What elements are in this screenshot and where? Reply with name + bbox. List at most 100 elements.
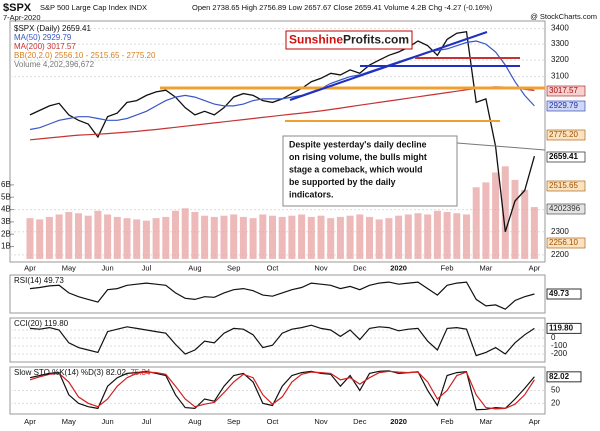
logo-part: Sunshine — [289, 33, 343, 47]
y-tick-label: 50 — [551, 386, 560, 395]
last-value-box — [546, 151, 586, 163]
volume-bar — [530, 207, 538, 259]
volume-bar — [443, 211, 451, 259]
annotation-line: stage a comeback, which would — [289, 164, 422, 174]
series-line — [29, 370, 535, 410]
x-tick-label: May — [62, 263, 76, 272]
annotation-line: be supported by the daily — [289, 177, 396, 187]
subtitle: S&P 500 Large Cap Index INDX — [40, 3, 147, 12]
volume-bar — [201, 215, 209, 259]
ohlc: Open 2738.65 High 2756.89 Low 2657.67 Cl… — [192, 3, 493, 12]
volume-bar — [26, 218, 34, 259]
x-tick-label: Jun — [102, 263, 114, 272]
volume-bar — [511, 179, 519, 259]
volume-bar — [463, 214, 470, 259]
legend-entry: RSI(14) 49.73 — [14, 276, 64, 285]
y2-tick-label: 1B — [1, 242, 11, 251]
logo-part: Profits.com — [343, 33, 409, 47]
logo: SunshineProfits.com — [289, 33, 409, 47]
pointer-line — [456, 142, 546, 151]
date: 7-Apr-2020 — [3, 13, 41, 22]
last-value-box — [546, 203, 586, 215]
x-tick-label: Oct — [267, 263, 280, 272]
volume-bar — [395, 215, 403, 259]
legend-entry: 75.34 — [130, 368, 151, 377]
volume-bar — [298, 214, 306, 259]
legend-entry: MA(200) 3017.57 — [14, 42, 76, 51]
last-value-label: 49.73 — [549, 289, 570, 298]
y-tick-label: 2300 — [551, 227, 569, 236]
x-tick-label: Sep — [227, 263, 240, 272]
y2-tick-label: 5B — [1, 192, 11, 201]
x-tick-label: Mar — [479, 263, 492, 272]
volume-bar — [453, 213, 461, 259]
volume-bar — [259, 214, 267, 259]
last-value-label: 82.02 — [549, 372, 570, 381]
volume-bar — [113, 216, 121, 259]
volume-bar — [346, 215, 354, 259]
last-value-label: 119.80 — [549, 324, 574, 333]
x-tick-label: 2020 — [390, 263, 407, 272]
y2-tick-label: 6B — [1, 180, 11, 189]
volume-bar — [404, 214, 412, 259]
x-tick-label: Apr — [529, 263, 541, 272]
volume-bar — [366, 216, 373, 259]
x-tick-label: Aug — [188, 417, 201, 426]
y-tick-label: 3400 — [551, 24, 569, 33]
y-tick-label: 20 — [551, 398, 560, 407]
volume-bar — [414, 213, 422, 259]
series-line — [29, 370, 535, 411]
volume-bar — [336, 216, 344, 259]
legend-entry: BB(20,2.0) 2556.10 - 2515.65 - 2775.20 — [14, 51, 156, 60]
last-value-box — [546, 371, 582, 383]
volume-bar — [220, 215, 228, 259]
x-tick-label: Nov — [314, 417, 328, 426]
volume-bar — [424, 214, 432, 259]
y-tick-label: -200 — [551, 349, 568, 358]
volume-bar — [288, 215, 296, 259]
x-tick-label: 2020 — [390, 417, 407, 426]
x-tick-label: May — [62, 417, 76, 426]
x-tick-label: Oct — [267, 417, 280, 426]
y-tick-label: 3200 — [551, 55, 569, 64]
last-value-box — [546, 129, 586, 141]
y-tick-label: 0 — [551, 333, 556, 342]
x-tick-label: Apr — [529, 417, 541, 426]
legend-entry: $SPX (Daily) 2659.41 — [14, 24, 91, 33]
x-tick-label: Jul — [142, 263, 152, 272]
legend-entry: CCI(20) 119.80 — [14, 319, 69, 328]
x-tick-label: Feb — [441, 417, 454, 426]
legend-entry: Volume 4,202,396,672 — [14, 60, 95, 69]
last-value-box — [546, 180, 586, 192]
volume-bar — [152, 218, 160, 259]
volume-bar — [142, 220, 150, 259]
volume-bar — [75, 213, 82, 259]
last-value-label: 2515.65 — [549, 181, 578, 190]
last-value-label: 3017.57 — [549, 86, 578, 95]
last-value-box — [546, 237, 586, 249]
volume-bar — [230, 214, 238, 259]
x-tick-label: Dec — [353, 417, 367, 426]
volume-bar — [36, 219, 44, 259]
volume-bar — [104, 214, 112, 259]
volume-bar — [269, 215, 276, 259]
x-tick-label: Aug — [188, 263, 201, 272]
last-value-box — [546, 85, 586, 97]
series-line — [29, 40, 535, 131]
logo-box — [285, 30, 413, 50]
y-tick-label: -100 — [551, 341, 568, 350]
volume-bar — [327, 218, 335, 259]
volume-bar — [123, 218, 131, 259]
y-tick-label: 3100 — [551, 72, 569, 81]
volume-bar — [172, 210, 179, 259]
volume-bar — [307, 216, 315, 259]
series-line — [29, 281, 535, 310]
x-tick-label: Jun — [102, 417, 114, 426]
x-tick-label: Apr — [24, 263, 36, 272]
x-tick-label: Sep — [227, 417, 240, 426]
y2-tick-label: 3B — [1, 217, 11, 226]
last-value-box — [546, 322, 582, 334]
volume-bar — [482, 182, 490, 259]
panel-frame — [9, 317, 546, 363]
